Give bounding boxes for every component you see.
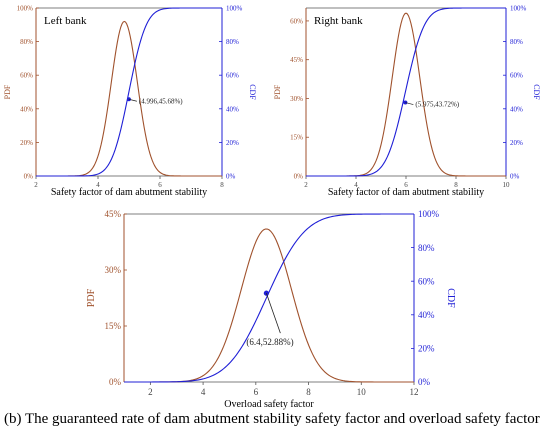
- y-axis-left-title: PDF: [273, 84, 282, 99]
- x-tick-label: 6: [404, 181, 408, 189]
- x-axis-title: Safety factor of dam abutment stability: [51, 187, 207, 198]
- y-tick-right-label: 40%: [510, 105, 523, 113]
- chart-panel-2: 2 4 6 8 100%15%30%45%60%0%20%40%60%80%100%PD…: [273, 4, 541, 198]
- x-tick-label: 4: [201, 387, 206, 397]
- y-axis-right-title: CDF: [445, 288, 456, 308]
- x-tick-label: 4: [354, 181, 358, 189]
- y-tick-right-label: 20%: [226, 139, 239, 147]
- y-tick-left-label: 20%: [20, 139, 33, 147]
- figure-caption: (b) The guaranteed rate of dam abutment …: [4, 411, 540, 427]
- y-axis-right-title: CDF: [532, 84, 541, 100]
- y-tick-right-label: 0%: [226, 172, 236, 180]
- cdf-curve: [306, 7, 506, 177]
- x-tick-label: 2: [34, 181, 38, 189]
- y-tick-left-label: 45%: [290, 56, 303, 64]
- y-tick-right-label: 80%: [226, 38, 239, 46]
- x-tick-label: 10: [357, 387, 367, 397]
- y-tick-right-label: 100%: [510, 4, 527, 12]
- y-tick-right-label: 100%: [418, 209, 440, 219]
- y-tick-left-label: 30%: [105, 265, 122, 275]
- y-axis-left-title: PDF: [86, 288, 97, 307]
- y-tick-left-label: 60%: [20, 72, 33, 80]
- annotation-leader: [405, 102, 414, 105]
- y-tick-right-label: 40%: [418, 310, 435, 320]
- annotation-leader: [128, 98, 137, 102]
- pdf-curve: [124, 228, 414, 383]
- x-tick-label: 2: [148, 387, 153, 397]
- y-tick-left-label: 60%: [290, 17, 303, 25]
- y-tick-right-label: 80%: [418, 243, 435, 253]
- cdf-curve: [124, 213, 414, 383]
- y-tick-left-label: 15%: [290, 134, 303, 142]
- annotation-label: (5.975,43.72%): [415, 101, 459, 109]
- x-tick-label: 8: [454, 181, 458, 189]
- y-tick-right-label: 60%: [510, 72, 523, 80]
- x-tick-label: 10: [503, 181, 511, 189]
- x-axis-title: Overload safety factor: [224, 399, 314, 410]
- chart-panel-3: 2 4 6 8 10 120%15%30%45%0%20%40%60%80%100%PDF…: [86, 209, 456, 410]
- y-tick-left-label: 100%: [17, 4, 34, 12]
- x-tick-label: 6: [254, 387, 259, 397]
- y-tick-right-label: 80%: [510, 38, 523, 46]
- y-tick-right-label: 20%: [510, 139, 523, 147]
- y-tick-left-label: 0%: [109, 377, 122, 387]
- y-tick-left-label: 40%: [20, 105, 33, 113]
- y-tick-left-label: 30%: [290, 95, 303, 103]
- y-tick-left-label: 15%: [105, 321, 122, 331]
- y-tick-right-label: 100%: [226, 4, 243, 12]
- x-tick-label: 6: [158, 181, 162, 189]
- y-tick-right-label: 20%: [418, 344, 435, 354]
- y-axis-left-title: PDF: [3, 84, 12, 99]
- panel-title: Right bank: [314, 15, 363, 27]
- panel-title: Left bank: [44, 15, 87, 27]
- cdf-curve: [36, 7, 222, 177]
- pdf-curve: [306, 12, 506, 177]
- y-tick-right-label: 60%: [226, 72, 239, 80]
- y-tick-left-label: 80%: [20, 38, 33, 46]
- x-tick-label: 8: [306, 387, 311, 397]
- x-tick-label: 2: [304, 181, 308, 189]
- x-tick-label: 8: [220, 181, 224, 189]
- y-tick-left-label: 0%: [24, 172, 34, 180]
- x-tick-label: 12: [410, 387, 419, 397]
- annotation-label: (4.996,45.68%): [139, 97, 183, 105]
- annotation-label: (6.4,52.88%): [246, 337, 293, 347]
- y-tick-left-label: 0%: [294, 172, 304, 180]
- x-axis-title: Safety factor of dam abutment stability: [328, 187, 484, 198]
- y-tick-right-label: 0%: [418, 377, 431, 387]
- chart-panel-1: 2 4 6 80%20%40%60%80%100%0%20%40%60%80%100%…: [3, 4, 257, 198]
- y-tick-right-label: 60%: [418, 276, 435, 286]
- y-axis-right-title: CDF: [248, 84, 257, 100]
- y-tick-right-label: 0%: [510, 172, 520, 180]
- annotation-leader: [265, 293, 281, 334]
- y-tick-left-label: 45%: [105, 209, 122, 219]
- y-tick-right-label: 40%: [226, 105, 239, 113]
- x-tick-label: 4: [96, 181, 100, 189]
